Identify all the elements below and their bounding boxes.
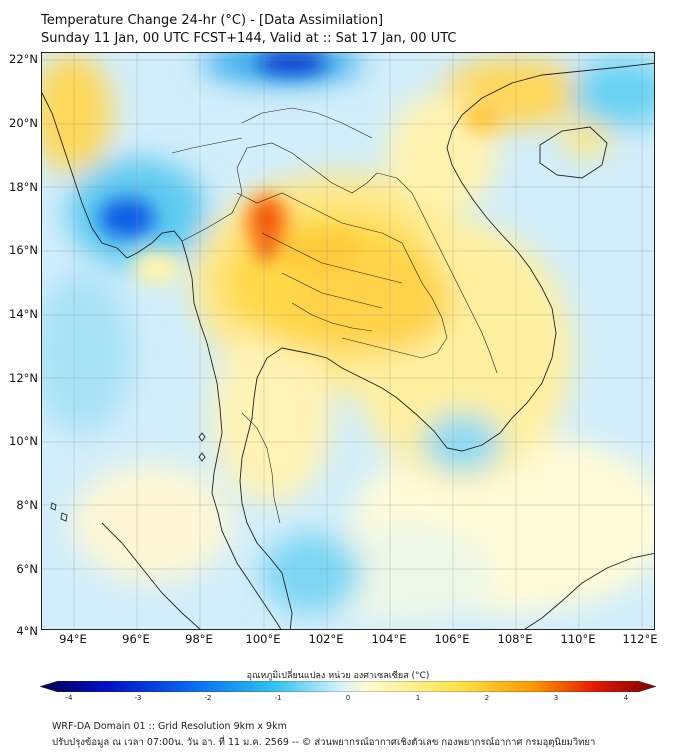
footer-line-1: WRF-DA Domain 01 :: Grid Resolution 9km …	[52, 721, 287, 732]
lon-label-96: 96°E	[122, 632, 150, 646]
lon-label-100: 100°E	[245, 632, 281, 646]
colorbar-tick-neg1: -1	[274, 694, 282, 702]
colorbar-title: อุณหภูมิเปลี่ยนแปลง หน่วย องศาเซลเซียส (…	[246, 671, 430, 681]
lat-label-14: 14°N	[9, 307, 38, 321]
hotspot-layer	[99, 53, 500, 286]
colorbar-tick-1: 1	[415, 694, 421, 702]
lon-label-108: 108°E	[497, 632, 533, 646]
coastlines	[42, 62, 654, 629]
colorbar-tick-3: 3	[553, 694, 559, 702]
colorbar-tick-neg2: -2	[204, 694, 212, 702]
lon-label-94: 94°E	[59, 632, 87, 646]
footer-line-2: ปรับปรุงข้อมูล ณ เวลา 07:00น. วัน อา. ที…	[52, 737, 596, 748]
map-title: Temperature Change 24-hr (°C) - [Data As…	[41, 12, 456, 48]
lat-label-10: 10°N	[9, 434, 38, 448]
title-line-2: Sunday 11 Jan, 00 UTC FCST+144, Valid at…	[41, 31, 457, 46]
lon-label-112: 112°E	[622, 632, 658, 646]
title-line-1: Temperature Change 24-hr (°C) - [Data As…	[41, 13, 384, 28]
lon-label-98: 98°E	[185, 632, 213, 646]
borders	[171, 107, 498, 524]
lat-label-22: 22°N	[9, 52, 38, 66]
lat-label-4: 4°N	[16, 624, 38, 638]
lat-label-18: 18°N	[9, 180, 38, 194]
lon-label-106: 106°E	[434, 632, 470, 646]
colorbar-gradient	[40, 681, 656, 692]
lat-label-12: 12°N	[9, 371, 38, 385]
colorbar-tick-neg4: -4	[65, 694, 73, 702]
lat-label-16: 16°N	[9, 243, 38, 257]
map-canvas	[42, 53, 654, 629]
colorbar-tick-2: 2	[484, 694, 490, 702]
colorbar-tick-0: 0	[345, 694, 351, 702]
colorbar	[40, 681, 656, 692]
lat-label-6: 6°N	[16, 562, 38, 576]
graticule	[42, 53, 654, 629]
lat-label-20: 20°N	[9, 116, 38, 130]
lat-label-8: 8°N	[16, 498, 38, 512]
colorbar-tick-neg3: -3	[134, 694, 142, 702]
lon-label-110: 110°E	[560, 632, 596, 646]
temperature-change-map	[41, 52, 655, 630]
colorbar-tick-4: 4	[623, 694, 629, 702]
lon-label-104: 104°E	[371, 632, 407, 646]
lon-label-102: 102°E	[308, 632, 344, 646]
